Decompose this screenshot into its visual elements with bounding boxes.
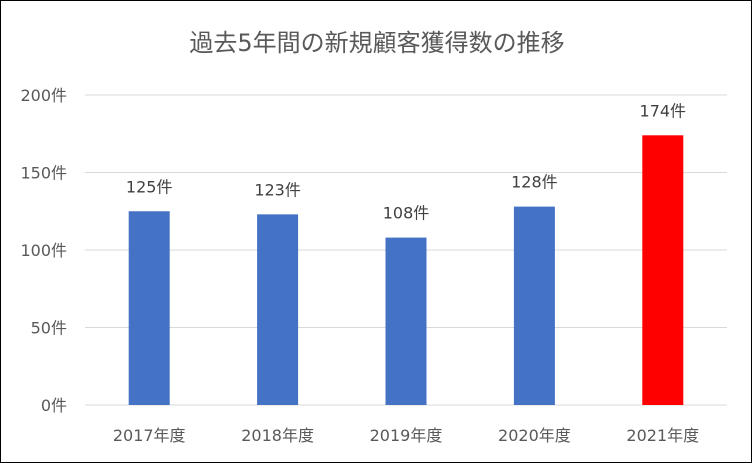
x-category-label: 2018年度 bbox=[241, 426, 314, 445]
y-tick-label: 200件 bbox=[20, 86, 67, 105]
bar-2017年度 bbox=[128, 211, 170, 405]
bar-2021年度 bbox=[642, 135, 684, 406]
data-label: 123件 bbox=[254, 180, 301, 199]
data-label: 128件 bbox=[511, 173, 558, 192]
data-label: 125件 bbox=[126, 177, 173, 196]
data-labels: 125件 123件 108件 128件 174件 bbox=[126, 101, 686, 222]
bar-2019年度 bbox=[385, 237, 427, 405]
y-tick-label: 0件 bbox=[41, 396, 67, 415]
data-label: 174件 bbox=[640, 101, 687, 120]
bar-2020年度 bbox=[513, 206, 555, 405]
bar-2018年度 bbox=[257, 214, 299, 405]
y-tick-label: 100件 bbox=[20, 241, 67, 260]
y-axis-ticks: 0件 50件 100件 150件 200件 bbox=[20, 86, 67, 415]
chart-title: 過去5年間の新規顧客獲得数の推移 bbox=[189, 29, 564, 57]
data-label: 108件 bbox=[383, 204, 430, 223]
x-category-label: 2017年度 bbox=[113, 426, 186, 445]
x-category-label: 2021年度 bbox=[626, 426, 699, 445]
y-tick-label: 50件 bbox=[31, 319, 67, 338]
x-axis-categories: 2017年度 2018年度 2019年度 2020年度 2021年度 bbox=[113, 426, 699, 445]
x-category-label: 2019年度 bbox=[370, 426, 443, 445]
x-category-label: 2020年度 bbox=[498, 426, 571, 445]
y-tick-label: 150件 bbox=[20, 164, 67, 183]
bars bbox=[128, 135, 684, 406]
